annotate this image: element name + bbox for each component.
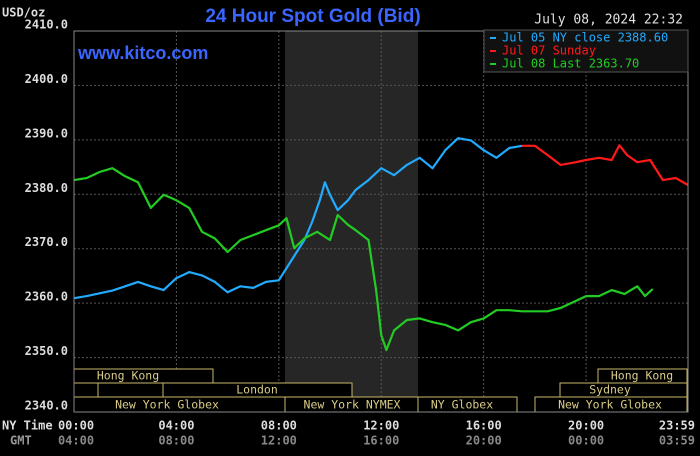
x-tick-label: 04:00 — [158, 419, 194, 433]
y-tick-label: 2350.0 — [25, 344, 68, 358]
x-row-label: GMT — [10, 434, 32, 448]
price-line — [522, 144, 689, 186]
y-tick-label: 2410.0 — [25, 18, 68, 32]
legend-label: Jul 07 Sunday — [502, 44, 596, 58]
session-label: Hong Kong — [97, 369, 159, 383]
x-tick-label: 23:59 — [659, 419, 695, 433]
x-tick-label: 16:00 — [466, 419, 502, 433]
y-tick-label: 2380.0 — [25, 181, 68, 195]
plot-frame — [73, 30, 689, 413]
gmt-tick-label: 03:59 — [659, 434, 695, 448]
price-line — [73, 167, 654, 352]
gmt-tick-label: 16:00 — [363, 434, 399, 448]
gmt-tick-label: 20:00 — [466, 434, 502, 448]
gmt-tick-label: 04:00 — [58, 434, 94, 448]
nymex-shade — [285, 31, 418, 412]
legend-label: Jul 08 Last 2363.70 — [502, 57, 639, 71]
gmt-tick-label: 12:00 — [261, 434, 297, 448]
y-tick-label: 2370.0 — [25, 235, 68, 249]
x-tick-label: 12:00 — [363, 419, 399, 433]
session-label: London — [236, 383, 278, 397]
session-label: Hong Kong — [611, 369, 673, 383]
legend-box — [483, 29, 689, 73]
x-tick-label: 20:00 — [568, 419, 604, 433]
gmt-tick-label: 08:00 — [158, 434, 194, 448]
sessions: Hong Kong London New York Globex New Yor… — [73, 368, 688, 413]
timestamp: July 08, 2024 22:32 — [534, 13, 683, 28]
y-tick-label: 2360.0 — [25, 290, 68, 304]
session-label: Sydney — [589, 383, 631, 397]
y-tick-label: 2340.0 — [25, 399, 68, 413]
watermark: www.kitco.com — [77, 43, 208, 63]
y-tick-label: 2400.0 — [25, 72, 68, 86]
unit-label: USD/oz — [2, 6, 45, 20]
legend-label: Jul 05 NY close 2388.60 — [502, 31, 668, 45]
x-tick-label: 00:00 — [58, 419, 94, 433]
y-tick-label: 2390.0 — [25, 126, 68, 140]
x-row-label: NY Time — [2, 419, 53, 433]
x-tick-label: 08:00 — [261, 419, 297, 433]
price-line — [73, 137, 523, 300]
session-box — [73, 382, 99, 398]
chart-title: 24 Hour Spot Gold (Bid) — [205, 6, 420, 27]
session-label: NY Globex — [431, 398, 493, 412]
gmt-tick-label: 00:00 — [568, 434, 604, 448]
lines — [73, 137, 689, 352]
session-label: New York Globex — [115, 398, 219, 412]
session-label: New York NYMEX — [304, 398, 401, 412]
session-label: New York Globex — [558, 398, 662, 412]
